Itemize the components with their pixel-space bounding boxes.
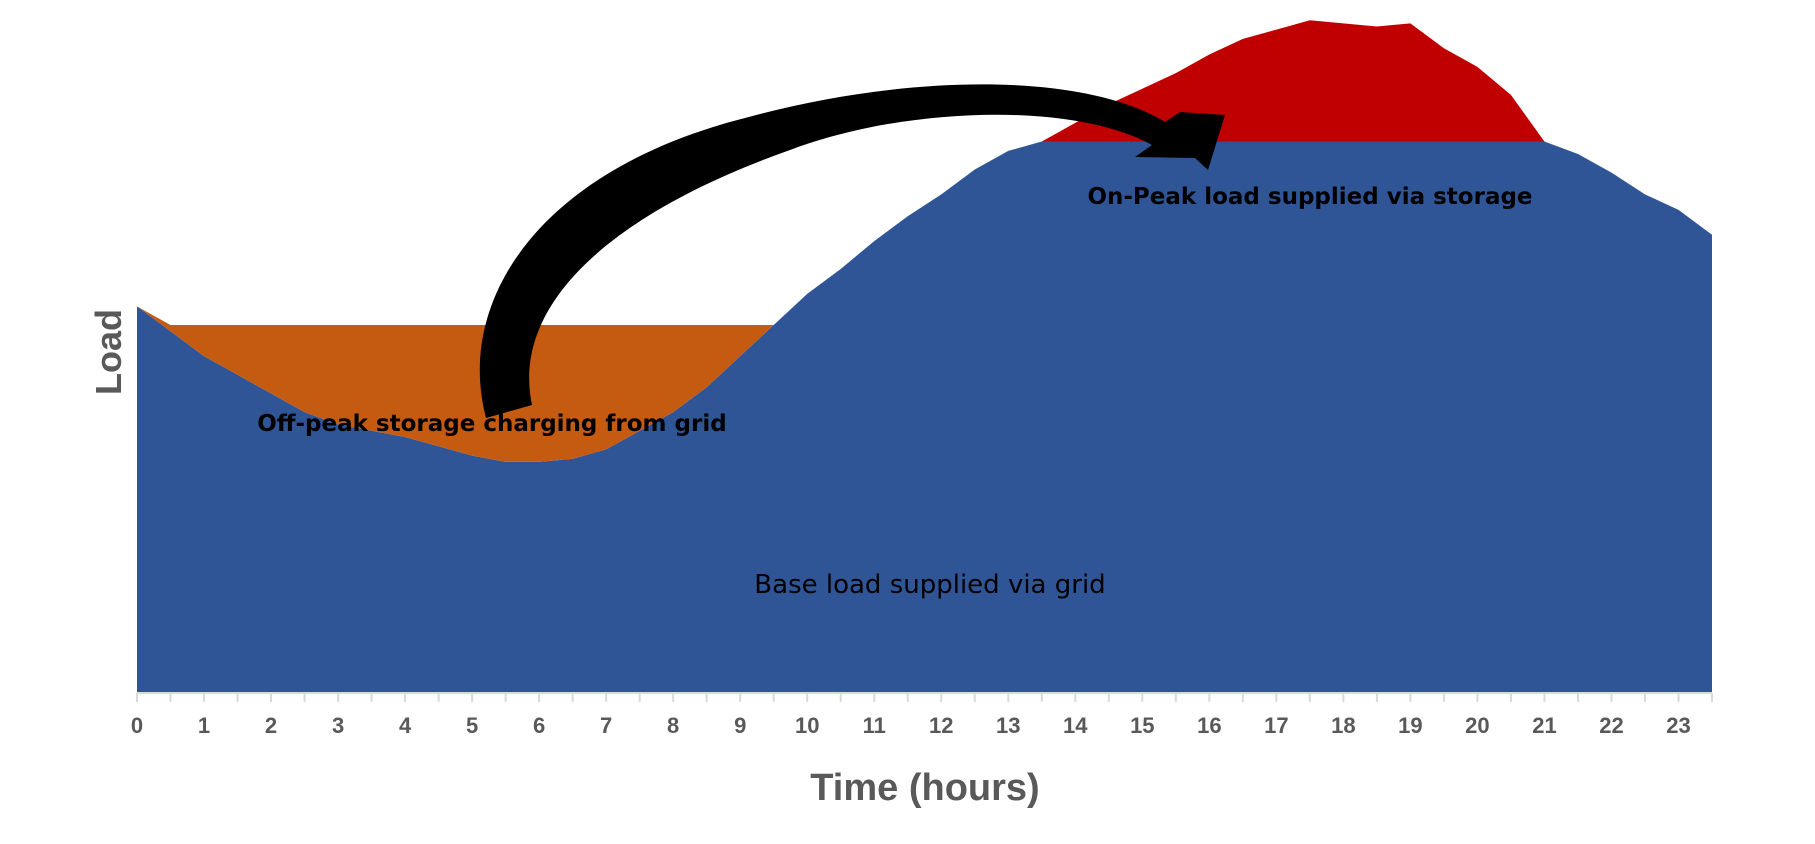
x-tick-label: 18 <box>1331 713 1355 738</box>
chart-areas <box>137 20 1712 692</box>
x-tick-label: 8 <box>667 713 679 738</box>
on-peak-storage-area <box>1041 20 1545 142</box>
base-load-label: Base load supplied via grid <box>754 570 1105 600</box>
x-tick-label: 16 <box>1197 713 1221 738</box>
x-axis: 0 1 2 3 4 5 6 7 8 9 10 11 12 13 14 15 16 17 18 19 20 21 22 23 <box>131 692 1713 738</box>
x-tick-label: 17 <box>1264 713 1288 738</box>
y-axis-title: Load <box>88 309 129 395</box>
x-tick-label: 5 <box>466 713 478 738</box>
x-tick-label: 21 <box>1532 713 1556 738</box>
shift-arrow <box>479 84 1225 418</box>
x-tick-label: 23 <box>1666 713 1690 738</box>
x-tick-label: 9 <box>734 713 746 738</box>
x-tick-label: 2 <box>265 713 277 738</box>
x-tick-label: 20 <box>1465 713 1489 738</box>
x-tick-label: 13 <box>996 713 1020 738</box>
x-tick-label: 7 <box>600 713 612 738</box>
x-tick-label: 22 <box>1599 713 1623 738</box>
x-tick-label: 14 <box>1063 713 1088 738</box>
x-tick-label: 4 <box>399 713 412 738</box>
x-tick-label: 12 <box>929 713 953 738</box>
on-peak-storage-label: On-Peak load supplied via storage <box>1087 184 1532 210</box>
x-tick-label: 1 <box>198 713 210 738</box>
x-axis-title: Time (hours) <box>810 767 1039 809</box>
x-tick-label: 0 <box>131 713 143 738</box>
x-tick-label: 19 <box>1398 713 1422 738</box>
curved-arrow <box>479 84 1225 418</box>
x-tick-label: 6 <box>533 713 545 738</box>
off-peak-storage-area <box>137 306 774 462</box>
base-load-area <box>137 141 1712 692</box>
x-tick-label: 3 <box>332 713 344 738</box>
x-tick-label: 11 <box>863 713 886 738</box>
x-tick-label: 15 <box>1130 713 1154 738</box>
x-tick-label: 10 <box>795 713 819 738</box>
